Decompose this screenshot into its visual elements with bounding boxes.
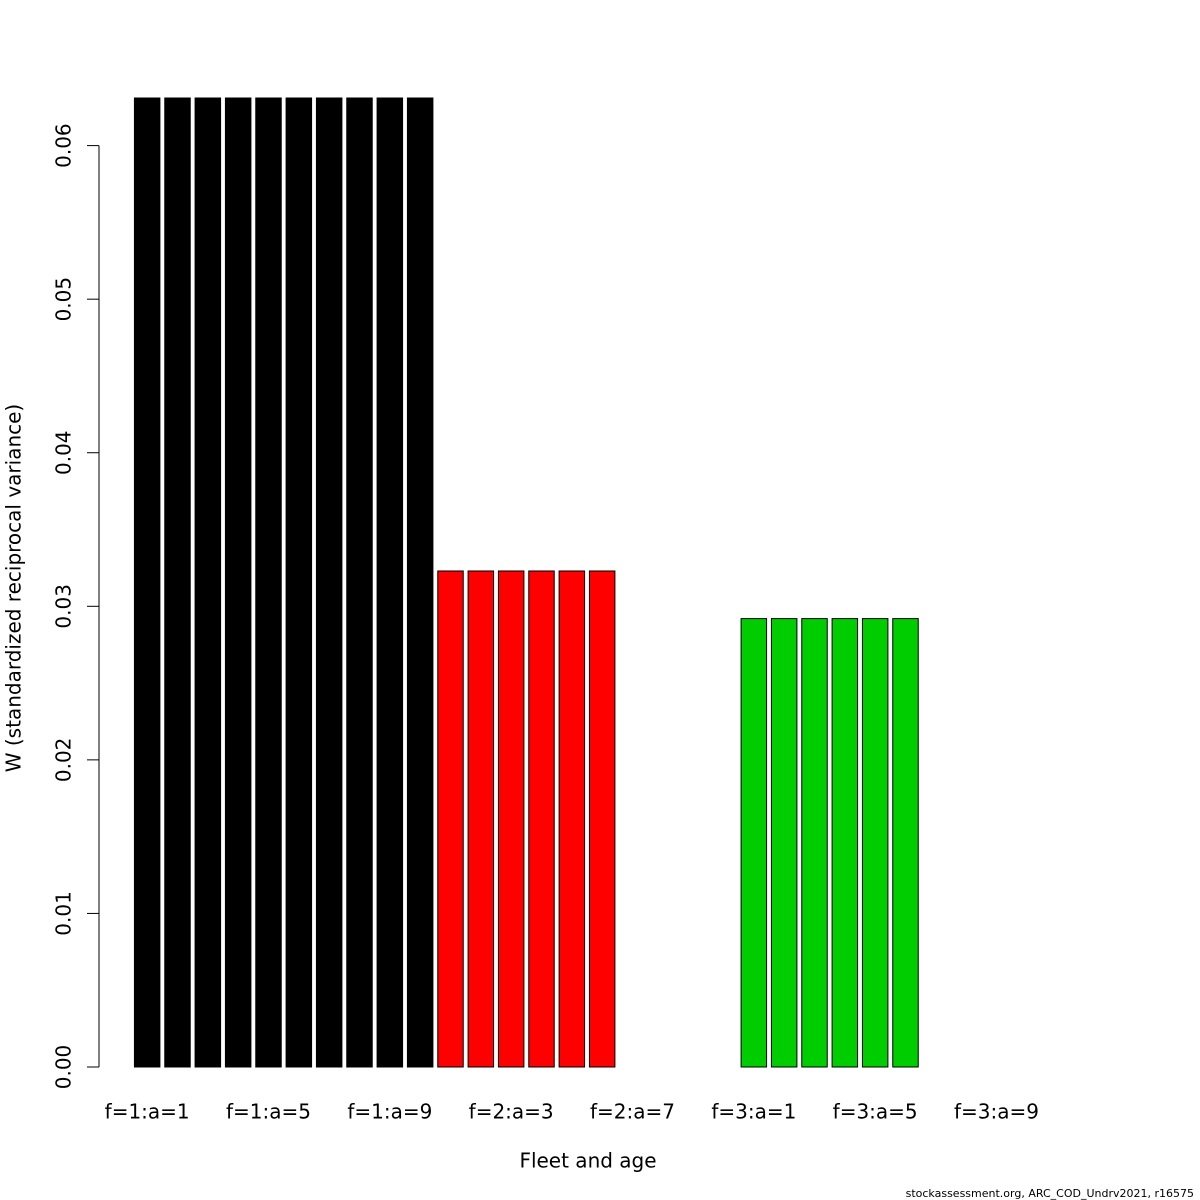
bar [588, 570, 616, 1068]
bar [831, 618, 859, 1068]
x-axis-title: Fleet and age [519, 1149, 656, 1173]
bar [497, 570, 525, 1068]
x-tick-label: f=1:a=9 [347, 1100, 432, 1124]
y-axis-title: W (standardized reciprocal variance) [2, 404, 26, 773]
bar [801, 618, 828, 1068]
x-tick-label: f=2:a=3 [469, 1100, 554, 1124]
bar [740, 618, 768, 1068]
x-tick-label: f=1:a=1 [105, 1100, 190, 1124]
bar [255, 97, 282, 1068]
y-tick-label: 0.00 [52, 1045, 76, 1090]
bar [164, 97, 191, 1068]
bar [406, 97, 434, 1068]
bar [528, 570, 555, 1068]
bar [892, 618, 919, 1068]
x-tick-label: f=3:a=5 [833, 1100, 918, 1124]
bar [437, 570, 464, 1068]
bar [861, 618, 889, 1068]
bar [467, 570, 495, 1068]
bar [770, 618, 798, 1068]
bar [224, 97, 252, 1068]
bar [376, 97, 404, 1068]
bar [133, 97, 161, 1068]
x-tick-label: f=1:a=5 [226, 1100, 311, 1124]
y-tick-label: 0.04 [52, 430, 76, 475]
y-tick-label: 0.03 [52, 584, 76, 629]
y-tick-label: 0.02 [52, 738, 76, 783]
y-tick-label: 0.06 [52, 123, 76, 168]
bar [285, 97, 313, 1068]
y-tick-label: 0.01 [52, 891, 76, 936]
bar [558, 570, 586, 1068]
bar [346, 97, 373, 1068]
y-tick-label: 0.05 [52, 277, 76, 322]
x-tick-label: f=3:a=9 [954, 1100, 1039, 1124]
bar [194, 97, 222, 1068]
footnote: stockassessment.org, ARC_COD_Undrv2021, … [906, 1187, 1194, 1200]
x-tick-label: f=3:a=1 [711, 1100, 796, 1124]
x-tick-label: f=2:a=7 [590, 1100, 675, 1124]
bar [315, 97, 343, 1068]
